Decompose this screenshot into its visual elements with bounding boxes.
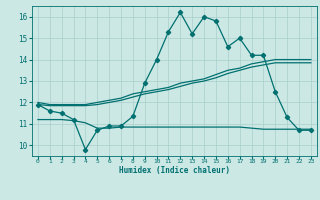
X-axis label: Humidex (Indice chaleur): Humidex (Indice chaleur) <box>119 166 230 175</box>
